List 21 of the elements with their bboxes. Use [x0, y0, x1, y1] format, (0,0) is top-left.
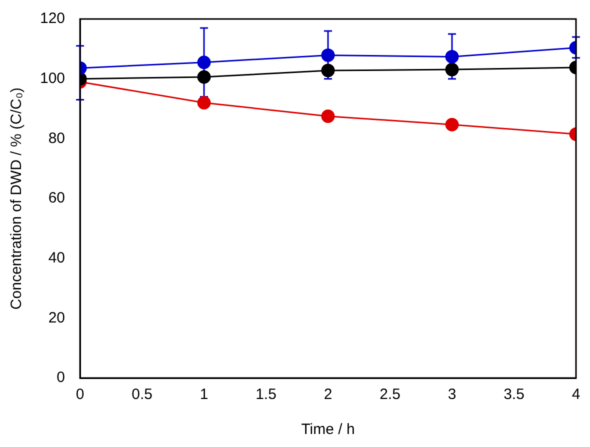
x-tick-label: 3.5 [504, 386, 524, 404]
y-tick-label: 0 [56, 369, 66, 386]
x-tick-label: 3 [448, 386, 456, 404]
x-tick-label: 1.5 [256, 386, 276, 404]
point [321, 64, 335, 78]
y-tick-label: 20 [48, 309, 66, 326]
x-tick-label: 1 [200, 386, 208, 404]
point [321, 48, 335, 62]
y-tick-label: 120 [40, 10, 66, 28]
y-axis-title: Concentration of DWD / % (C/C₀) [8, 87, 26, 310]
x-tick-label: 2.5 [380, 386, 400, 404]
x-tick-label: 2 [324, 386, 332, 404]
y-tick-label: 80 [48, 130, 66, 147]
x-tick-label: 0.5 [132, 386, 152, 404]
y-tick-label: 40 [48, 249, 66, 266]
x-axis-title: Time / h [301, 421, 355, 438]
y-tick-label: 100 [40, 70, 66, 87]
x-tick-label: 0 [76, 386, 84, 404]
point [321, 109, 335, 123]
y-tick-label: 60 [48, 190, 66, 207]
x-tick-label: 4 [572, 386, 580, 404]
